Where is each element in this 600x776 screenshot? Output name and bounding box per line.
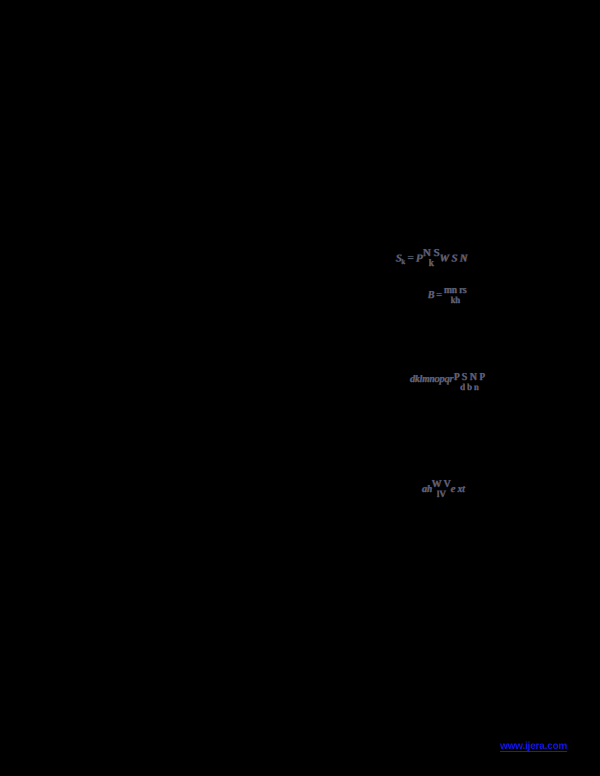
equation-2-operator: = xyxy=(436,290,442,302)
equation-3-lead: d xyxy=(410,374,415,385)
equation-1-denominator: k xyxy=(428,258,434,270)
equation-4-denominator: lV xyxy=(436,489,446,500)
equation-3b-denominator: d b n xyxy=(460,382,479,393)
equation-1-trailing: W S N xyxy=(439,252,468,265)
equation-4-lead: ah xyxy=(422,484,432,496)
equation-2-numerator: mn rs xyxy=(444,285,467,296)
equation-3-body-prefix: klmnopqr xyxy=(415,374,454,385)
equation-1-numerator: N S xyxy=(422,247,440,259)
equation-block-2: B = mn rs kh xyxy=(428,285,467,306)
equation-block-3: dklmnopqr xyxy=(410,375,453,385)
equation-3b-numerator: P S N P xyxy=(454,372,486,383)
equation-4-numerator: W V xyxy=(432,479,451,490)
equation-2-fraction: mn rs kh xyxy=(444,285,467,306)
equation-2-denominator: kh xyxy=(450,295,460,306)
equation-1-lead-subscript: k xyxy=(401,258,406,267)
equation-1-lead: S xyxy=(396,252,402,265)
equation-2-lead: B xyxy=(428,290,435,302)
equation-1-operator: = xyxy=(407,252,414,265)
equation-1-body-prefix: P xyxy=(416,252,423,265)
equation-4-trailing: e xt xyxy=(450,484,465,496)
document-url-link[interactable]: www.ijera.com xyxy=(500,741,568,752)
